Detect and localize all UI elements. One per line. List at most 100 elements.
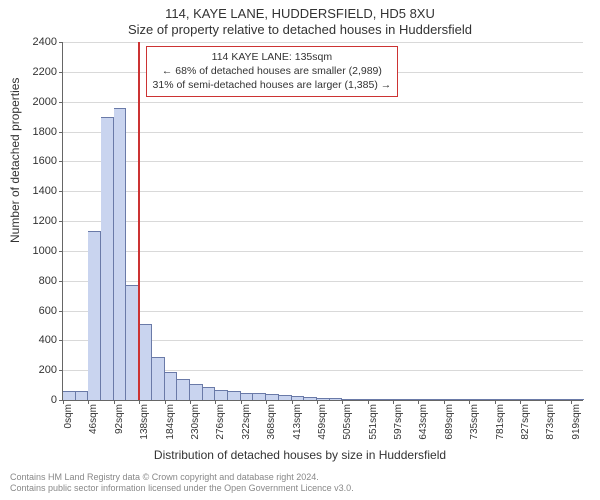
attribution-line2: Contains public sector information licen… <box>10 483 354 494</box>
gridline-h <box>63 251 583 252</box>
ytick-label: 0 <box>51 394 57 406</box>
histogram-bar <box>342 399 355 400</box>
histogram-bar <box>203 387 216 400</box>
xtick-label: 46sqm <box>88 404 99 434</box>
xtick-label: 322sqm <box>241 404 252 440</box>
gridline-h <box>63 281 583 282</box>
ytick-mark <box>59 311 63 312</box>
attribution-line1: Contains HM Land Registry data © Crown c… <box>10 472 354 483</box>
histogram-bar <box>63 391 76 400</box>
histogram-bar <box>228 391 241 400</box>
property-marker-line <box>138 42 140 400</box>
xtick-label: 643sqm <box>418 404 429 440</box>
attribution-text: Contains HM Land Registry data © Crown c… <box>10 472 354 495</box>
ytick-label: 1800 <box>33 126 57 138</box>
xtick-label: 184sqm <box>165 404 176 440</box>
ytick-mark <box>59 72 63 73</box>
xtick-label: 597sqm <box>393 404 404 440</box>
gridline-h <box>63 191 583 192</box>
x-axis-label: Distribution of detached houses by size … <box>0 448 600 462</box>
xtick-label: 505sqm <box>342 404 353 440</box>
xtick-label: 735sqm <box>469 404 480 440</box>
xtick-label: 459sqm <box>317 404 328 440</box>
page-title-line1: 114, KAYE LANE, HUDDERSFIELD, HD5 8XU <box>0 6 600 21</box>
ytick-label: 2000 <box>33 96 57 108</box>
histogram-bar <box>139 324 152 400</box>
histogram-bar <box>279 395 292 400</box>
histogram-bar <box>444 399 457 400</box>
gridline-h <box>63 311 583 312</box>
y-axis-label: Number of detached properties <box>8 78 22 243</box>
histogram-bar <box>88 231 101 400</box>
annotation-line3: 31% of semi-detached houses are larger (… <box>153 78 392 92</box>
xtick-label: 689sqm <box>444 404 455 440</box>
ytick-label: 1000 <box>33 245 57 257</box>
histogram-bar <box>520 399 533 400</box>
histogram-bar <box>190 384 203 400</box>
histogram-bar <box>418 399 431 400</box>
histogram-bar <box>330 398 343 400</box>
histogram-bar <box>482 399 495 400</box>
histogram-bar <box>495 399 508 400</box>
histogram-bar <box>545 399 558 400</box>
ytick-mark <box>59 221 63 222</box>
histogram-bar <box>152 357 165 400</box>
histogram-bar <box>571 399 584 400</box>
ytick-label: 1400 <box>33 185 57 197</box>
histogram-bar <box>457 399 470 400</box>
histogram-bar <box>469 399 482 400</box>
gridline-h <box>63 102 583 103</box>
xtick-label: 919sqm <box>571 404 582 440</box>
ytick-mark <box>59 370 63 371</box>
histogram-bar <box>431 399 444 400</box>
xtick-label: 368sqm <box>266 404 277 440</box>
xtick-label: 138sqm <box>139 404 150 440</box>
histogram-bar <box>393 399 406 400</box>
xtick-label: 551sqm <box>368 404 379 440</box>
xtick-label: 92sqm <box>114 404 125 434</box>
annotation-line2: ← 68% of detached houses are smaller (2,… <box>153 64 392 78</box>
histogram-bar <box>380 399 393 400</box>
histogram-bar <box>304 397 317 400</box>
gridline-h <box>63 161 583 162</box>
gridline-h <box>63 132 583 133</box>
histogram-bar <box>215 390 228 400</box>
annotation-box: 114 KAYE LANE: 135sqm← 68% of detached h… <box>146 46 399 97</box>
ytick-mark <box>59 281 63 282</box>
histogram-bar <box>355 399 368 400</box>
ytick-label: 2400 <box>33 36 57 48</box>
histogram-bar <box>558 399 571 400</box>
ytick-label: 2200 <box>33 66 57 78</box>
xtick-label: 413sqm <box>292 404 303 440</box>
ytick-label: 400 <box>39 334 57 346</box>
ytick-mark <box>59 102 63 103</box>
xtick-label: 0sqm <box>63 404 74 428</box>
histogram-bar <box>368 399 381 400</box>
histogram-bar <box>241 393 254 400</box>
histogram-bar <box>177 379 190 400</box>
histogram-bar <box>266 394 279 400</box>
xtick-label: 781sqm <box>495 404 506 440</box>
xtick-label: 827sqm <box>520 404 531 440</box>
annotation-line1: 114 KAYE LANE: 135sqm <box>153 50 392 64</box>
histogram-bar <box>76 391 89 400</box>
histogram-plot: 0200400600800100012001400160018002000220… <box>62 42 583 401</box>
ytick-mark <box>59 132 63 133</box>
ytick-label: 1200 <box>33 215 57 227</box>
histogram-bar <box>253 393 266 400</box>
histogram-bar <box>533 399 546 400</box>
ytick-mark <box>59 251 63 252</box>
ytick-mark <box>59 340 63 341</box>
histogram-bar <box>292 396 305 400</box>
ytick-label: 200 <box>39 364 57 376</box>
ytick-label: 1600 <box>33 155 57 167</box>
histogram-bar <box>406 399 419 400</box>
histogram-bar <box>507 399 520 400</box>
ytick-label: 600 <box>39 305 57 317</box>
histogram-bar <box>101 117 114 400</box>
ytick-mark <box>59 191 63 192</box>
page-title-line2: Size of property relative to detached ho… <box>0 22 600 37</box>
histogram-bar <box>114 108 127 400</box>
xtick-label: 230sqm <box>190 404 201 440</box>
xtick-label: 873sqm <box>545 404 556 440</box>
